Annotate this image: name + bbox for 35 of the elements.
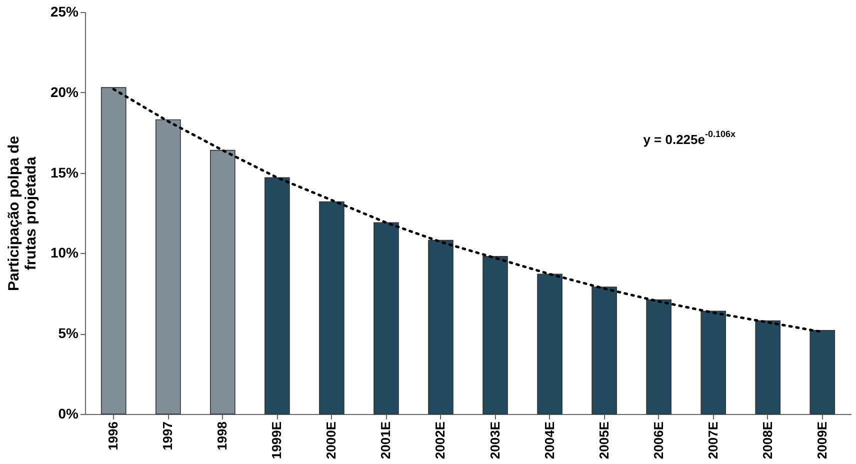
bar [646, 299, 672, 414]
bar [100, 87, 126, 414]
x-tick-label: 2000E [324, 421, 339, 460]
y-tick-label: 20% [50, 84, 80, 100]
x-tick-label: 2006E [650, 421, 666, 460]
bar [210, 150, 236, 414]
bar [592, 286, 617, 414]
x-tick-label: 2003E [487, 421, 502, 460]
x-tick-label: 1998 [214, 422, 230, 450]
x-tick-label: 2009E [814, 421, 830, 460]
x-tick-label: 2008E [760, 421, 775, 460]
x-tick-label: 2002E [432, 421, 448, 460]
y-tick-label: 10% [50, 244, 80, 261]
bar [264, 177, 290, 414]
x-tick-label: 2007E [705, 421, 720, 460]
bar [700, 310, 726, 414]
y-tick-label: 0% [58, 406, 80, 422]
x-tick-label: 2001E [378, 421, 394, 460]
y-tick-label: 5% [58, 325, 80, 342]
bar [155, 119, 181, 414]
bar [537, 274, 562, 414]
bar [482, 256, 508, 414]
x-tick-label: 1996 [106, 422, 121, 450]
y-tick-label: 25% [50, 4, 80, 20]
bar [755, 320, 781, 414]
bar [428, 240, 454, 414]
x-tick-label: 2004E [542, 421, 557, 460]
y-tick-label: 15% [50, 164, 80, 180]
x-tick-label: 1997 [160, 422, 176, 450]
y-axis-title: Participação polpa de frutas projetada [5, 136, 40, 292]
bar [810, 330, 836, 414]
x-tick-label: 1999E [269, 421, 284, 460]
x-tick-label: 2005E [596, 421, 612, 460]
bar [374, 222, 399, 414]
bar [319, 201, 344, 414]
